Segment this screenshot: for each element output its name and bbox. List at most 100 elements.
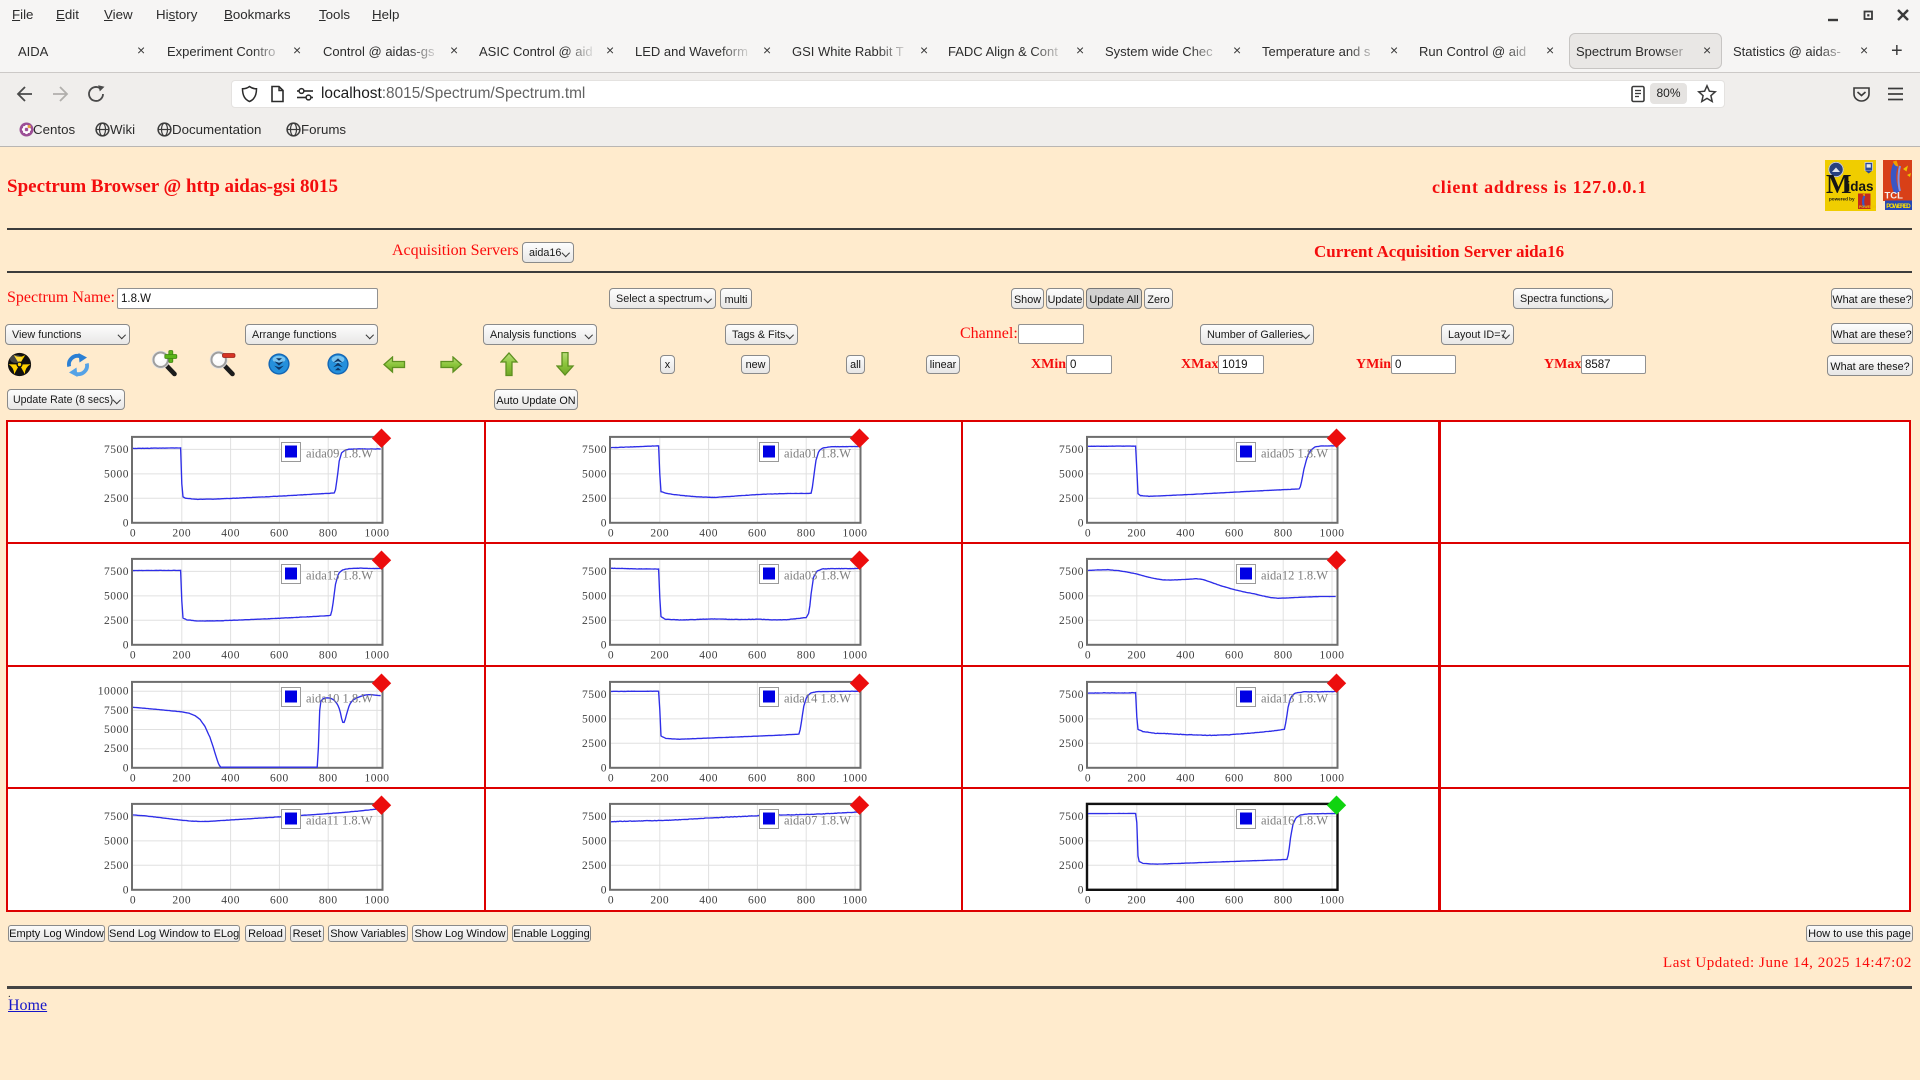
svg-text:600: 600 — [748, 895, 767, 907]
svg-text:600: 600 — [748, 650, 767, 662]
svg-text:600: 600 — [748, 528, 767, 540]
svg-text:aida03 1.8.W: aida03 1.8.W — [784, 569, 851, 583]
svg-text:2500: 2500 — [1059, 860, 1084, 872]
svg-text:400: 400 — [1176, 528, 1195, 540]
svg-text:600: 600 — [1225, 895, 1244, 907]
svg-text:800: 800 — [1274, 772, 1293, 784]
svg-text:0: 0 — [1085, 650, 1091, 662]
svg-text:800: 800 — [797, 650, 816, 662]
svg-text:aida12 1.8.W: aida12 1.8.W — [1261, 569, 1328, 583]
svg-text:600: 600 — [270, 895, 289, 907]
svg-text:2500: 2500 — [1059, 738, 1084, 750]
svg-text:400: 400 — [699, 650, 718, 662]
svg-text:800: 800 — [797, 528, 816, 540]
svg-text:aida11 1.8.W: aida11 1.8.W — [306, 814, 373, 828]
svg-text:1000: 1000 — [1320, 895, 1345, 907]
svg-text:POWERED: POWERED — [1886, 203, 1911, 210]
svg-text:200: 200 — [1127, 772, 1146, 784]
svg-text:aida14 1.8.W: aida14 1.8.W — [784, 691, 851, 705]
svg-text:powered by: powered by — [1829, 197, 1855, 202]
svg-text:400: 400 — [221, 528, 240, 540]
svg-text:aida10 1.8.W: aida10 1.8.W — [306, 691, 373, 705]
svg-text:0: 0 — [608, 895, 614, 907]
svg-text:0: 0 — [1078, 517, 1084, 529]
svg-text:2500: 2500 — [582, 738, 607, 750]
svg-text:2500: 2500 — [582, 493, 607, 505]
svg-text:2500: 2500 — [1059, 615, 1084, 627]
svg-text:aida01 1.8.W: aida01 1.8.W — [784, 447, 851, 461]
svg-text:5000: 5000 — [582, 591, 607, 603]
svg-text:5000: 5000 — [1059, 591, 1084, 603]
svg-text:800: 800 — [797, 772, 816, 784]
svg-text:800: 800 — [797, 895, 816, 907]
svg-text:0: 0 — [130, 772, 136, 784]
svg-text:0: 0 — [1085, 528, 1091, 540]
svg-text:600: 600 — [1225, 772, 1244, 784]
svg-text:800: 800 — [319, 772, 338, 784]
svg-text:0: 0 — [608, 650, 614, 662]
svg-text:2500: 2500 — [104, 860, 129, 872]
svg-text:1000: 1000 — [843, 650, 868, 662]
svg-text:5000: 5000 — [1059, 836, 1084, 848]
svg-text:200: 200 — [1127, 650, 1146, 662]
svg-text:400: 400 — [1176, 772, 1195, 784]
svg-text:7500: 7500 — [1059, 444, 1084, 456]
svg-text:0: 0 — [123, 517, 129, 529]
svg-text:10000: 10000 — [98, 685, 129, 697]
svg-text:800: 800 — [319, 528, 338, 540]
svg-text:2500: 2500 — [1059, 493, 1084, 505]
svg-text:5000: 5000 — [104, 468, 129, 480]
svg-text:POWERED: POWERED — [1859, 205, 1876, 209]
svg-text:0: 0 — [123, 762, 129, 774]
svg-text:1000: 1000 — [1320, 650, 1345, 662]
svg-text:200: 200 — [172, 528, 191, 540]
svg-text:800: 800 — [319, 650, 338, 662]
svg-text:600: 600 — [270, 650, 289, 662]
svg-text:7500: 7500 — [104, 811, 129, 823]
svg-text:aida15 1.8.W: aida15 1.8.W — [306, 569, 373, 583]
svg-text:600: 600 — [1225, 528, 1244, 540]
svg-text:800: 800 — [1274, 895, 1293, 907]
svg-text:200: 200 — [172, 650, 191, 662]
svg-text:1000: 1000 — [1320, 772, 1345, 784]
svg-text:aida09 1.8.W: aida09 1.8.W — [306, 447, 373, 461]
svg-text:7500: 7500 — [1059, 689, 1084, 701]
svg-text:7500: 7500 — [1059, 811, 1084, 823]
svg-text:0: 0 — [601, 517, 607, 529]
svg-text:800: 800 — [319, 895, 338, 907]
svg-text:0: 0 — [123, 640, 129, 652]
svg-text:2500: 2500 — [104, 615, 129, 627]
svg-text:200: 200 — [650, 650, 669, 662]
svg-text:0: 0 — [608, 772, 614, 784]
svg-text:7500: 7500 — [582, 566, 607, 578]
svg-text:0: 0 — [130, 895, 136, 907]
svg-text:2500: 2500 — [104, 743, 129, 755]
svg-text:600: 600 — [270, 528, 289, 540]
svg-text:400: 400 — [1176, 650, 1195, 662]
svg-text:1000: 1000 — [365, 895, 390, 907]
svg-text:800: 800 — [1274, 528, 1293, 540]
svg-text:7500: 7500 — [104, 705, 129, 717]
svg-text:800: 800 — [1274, 650, 1293, 662]
svg-text:200: 200 — [172, 895, 191, 907]
svg-text:aida16 1.8.W: aida16 1.8.W — [1261, 814, 1328, 828]
svg-text:7500: 7500 — [1059, 566, 1084, 578]
svg-text:5000: 5000 — [582, 836, 607, 848]
svg-text:200: 200 — [650, 528, 669, 540]
svg-text:0: 0 — [130, 650, 136, 662]
svg-text:400: 400 — [221, 772, 240, 784]
svg-text:1000: 1000 — [1320, 528, 1345, 540]
svg-text:0: 0 — [608, 528, 614, 540]
svg-text:5000: 5000 — [104, 591, 129, 603]
svg-text:200: 200 — [172, 772, 191, 784]
svg-text:5000: 5000 — [1059, 468, 1084, 480]
svg-text:600: 600 — [270, 772, 289, 784]
svg-text:1000: 1000 — [365, 772, 390, 784]
svg-text:0: 0 — [130, 528, 136, 540]
svg-text:7500: 7500 — [104, 444, 129, 456]
svg-text:5000: 5000 — [582, 713, 607, 725]
svg-text:2500: 2500 — [104, 493, 129, 505]
svg-text:1000: 1000 — [843, 772, 868, 784]
svg-text:0: 0 — [1078, 762, 1084, 774]
svg-text:400: 400 — [699, 528, 718, 540]
